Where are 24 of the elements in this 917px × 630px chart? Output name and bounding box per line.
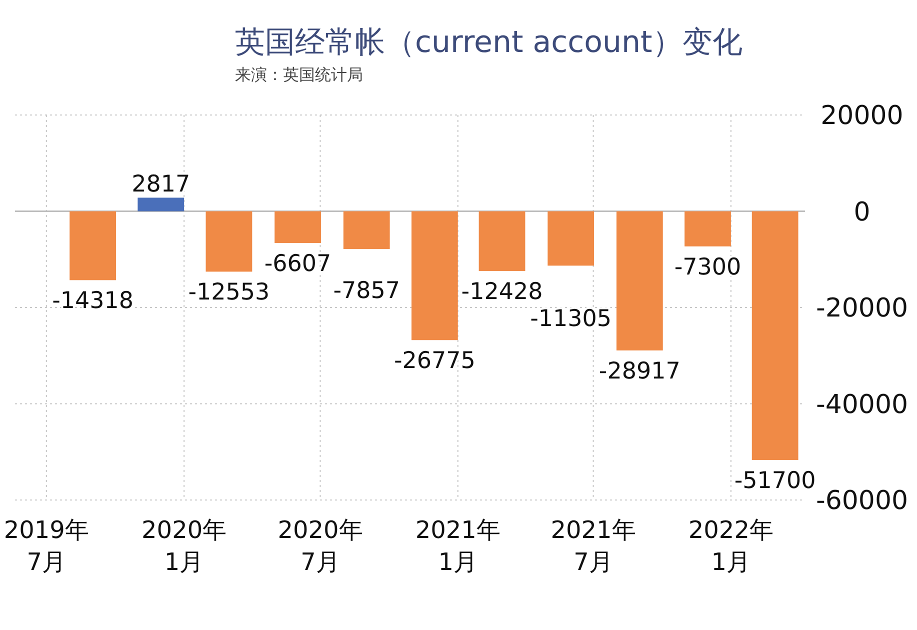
- y-tick-label: 0: [854, 197, 870, 228]
- x-tick-label: 2020年 1月: [142, 516, 227, 576]
- data-label: -28917: [598, 358, 680, 384]
- x-tick-label: 2021年 7月: [550, 516, 636, 576]
- chart-subtitle: 来演：英国统计局: [235, 65, 363, 84]
- y-tick-label: -40000: [816, 390, 908, 420]
- chart-title: 英国经常帐（current account）变化: [235, 25, 742, 60]
- x-tick-label: 2020年 7月: [278, 516, 363, 576]
- y-tick-label: -60000: [816, 486, 908, 516]
- y-tick-label: -20000: [816, 294, 908, 324]
- x-tick-label: 2022年 1月: [688, 516, 774, 576]
- data-label: -26775: [394, 348, 476, 374]
- x-tick-label: 2021年 1月: [415, 516, 500, 576]
- data-label: -7857: [333, 278, 400, 304]
- data-label: -6607: [264, 251, 332, 278]
- x-tick-label: 2019年 7月: [4, 516, 89, 576]
- data-label: -14318: [52, 288, 134, 314]
- data-label: -11305: [530, 306, 612, 332]
- data-label: -7300: [674, 254, 742, 280]
- y-tick-label: 20000: [820, 101, 904, 131]
- data-label: -12428: [461, 279, 543, 306]
- data-label: 2817: [132, 172, 190, 198]
- data-label: -12553: [188, 280, 270, 306]
- data-label: -51700: [734, 468, 816, 494]
